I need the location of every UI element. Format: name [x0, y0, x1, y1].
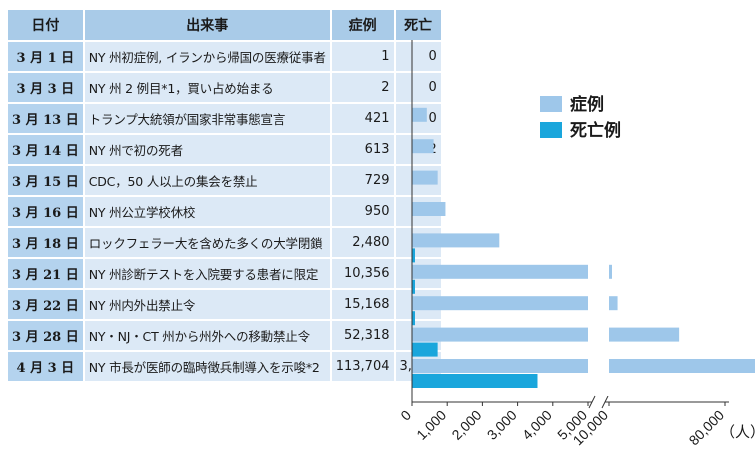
- cell-cases: 2: [329, 71, 396, 104]
- cell-cases: 15,168: [329, 288, 396, 321]
- bar-deaths: [412, 374, 538, 388]
- cell-date: 4 月 3 日: [6, 350, 85, 383]
- cell-event: NY 市長が医師の臨時徴兵制導入を示唆*2: [82, 350, 332, 383]
- cell-cases: 729: [329, 164, 396, 197]
- x-tick-label: 3,000: [484, 407, 520, 443]
- bar-cases: [412, 233, 500, 248]
- legend-swatch: [540, 96, 562, 112]
- legend-label: 死亡例: [570, 120, 621, 141]
- cell-event: NY 州で初の死者: [82, 133, 332, 166]
- cell-event: NY 州診断テストを入院要する患者に限定: [82, 257, 332, 290]
- bar-deaths: [412, 279, 415, 294]
- cell-cases: 421: [329, 102, 396, 135]
- bar-cases: [609, 296, 618, 311]
- header-deaths: 死亡: [393, 8, 443, 42]
- cell-date: 3 月 21 日: [6, 257, 85, 290]
- cell-cases: 950: [329, 195, 396, 228]
- x-tick-label: 2,000: [448, 407, 484, 443]
- cell-cases: 2,480: [329, 226, 396, 259]
- x-tick-label: 1,000: [413, 407, 449, 443]
- cell-date: 3 月 28 日: [6, 319, 85, 352]
- header-cases: 症例: [329, 8, 396, 42]
- cell-date: 3 月 14 日: [6, 133, 85, 166]
- bar-cases: [609, 327, 680, 342]
- x-tick-label: 0: [397, 407, 414, 424]
- bar-cases: [412, 202, 446, 216]
- cell-event: CDC，50 人以上の集会を禁止: [82, 164, 332, 197]
- bar-deaths: [412, 311, 415, 326]
- cell-cases: 52,318: [329, 319, 396, 352]
- cell-date: 3 月 22 日: [6, 288, 85, 321]
- axis-break-gap: [598, 266, 608, 396]
- cell-date: 3 月 13 日: [6, 102, 85, 135]
- cell-event: ロックフェラー大を含めた多くの大学閉鎖: [82, 226, 332, 259]
- legend-swatch: [540, 122, 562, 138]
- legend-label: 症例: [570, 94, 604, 115]
- axis-break-mark: [601, 395, 609, 409]
- cell-event: トランプ大統領が国家非常事態宣言: [82, 102, 332, 135]
- cell-cases: 613: [329, 133, 396, 166]
- bar-cases: [412, 359, 588, 373]
- cell-event: NY 州 2 例目*1，買い占め始まる: [82, 71, 332, 104]
- cell-date: 3 月 18 日: [6, 226, 85, 259]
- cell-deaths: 0: [393, 40, 443, 73]
- axis-break-mark: [588, 395, 596, 409]
- table-row: 3 月 3 日 NY 州 2 例目*1，買い占め始まる 2 0: [6, 71, 443, 104]
- cell-event: NY・NJ・CT 州から州外への移動禁止令: [82, 319, 332, 352]
- cell-event: NY 州内外出禁止令: [82, 288, 332, 321]
- table-row: 3 月 13 日トランプ大統領が国家非常事態宣言 421 0: [6, 102, 443, 135]
- cell-cases: 10,356: [329, 257, 396, 290]
- header-event: 出来事: [82, 8, 332, 42]
- bar-cases: [412, 327, 588, 342]
- cell-date: 3 月 1 日: [6, 40, 85, 73]
- cell-event: NY 州公立学校休校: [82, 195, 332, 228]
- cell-cases: 1: [329, 40, 396, 73]
- header-date: 日付: [6, 8, 85, 42]
- bar-deaths: [412, 248, 415, 263]
- table-header-row: 日付 出来事 症例 死亡: [6, 8, 443, 42]
- cell-deaths: 0: [393, 71, 443, 104]
- x-tick-label: 4,000: [519, 407, 555, 443]
- bar-cases: [412, 107, 427, 122]
- bar-deaths: [412, 342, 438, 357]
- bar-cases: [412, 170, 438, 185]
- bar-cases: [412, 264, 588, 279]
- cell-cases: 113,704: [329, 350, 396, 383]
- bar-cases: [609, 359, 755, 373]
- bar-cases: [412, 139, 434, 154]
- cell-date: 3 月 16 日: [6, 195, 85, 228]
- cell-date: 3 月 3 日: [6, 71, 85, 104]
- cell-date: 3 月 15 日: [6, 164, 85, 197]
- table-row: 3 月 16 日NY 州公立学校休校9507: [6, 195, 443, 228]
- bar-cases: [609, 264, 612, 279]
- x-axis-unit: （人）: [720, 423, 755, 441]
- cell-event: NY 州初症例, イランから帰国の医療従事者: [82, 40, 332, 73]
- table-row: 3 月 14 日NY 州で初の死者6132: [6, 133, 443, 166]
- table-row: 3 月 1 日 NY 州初症例, イランから帰国の医療従事者 1 0: [6, 40, 443, 73]
- bar-cases: [412, 296, 588, 311]
